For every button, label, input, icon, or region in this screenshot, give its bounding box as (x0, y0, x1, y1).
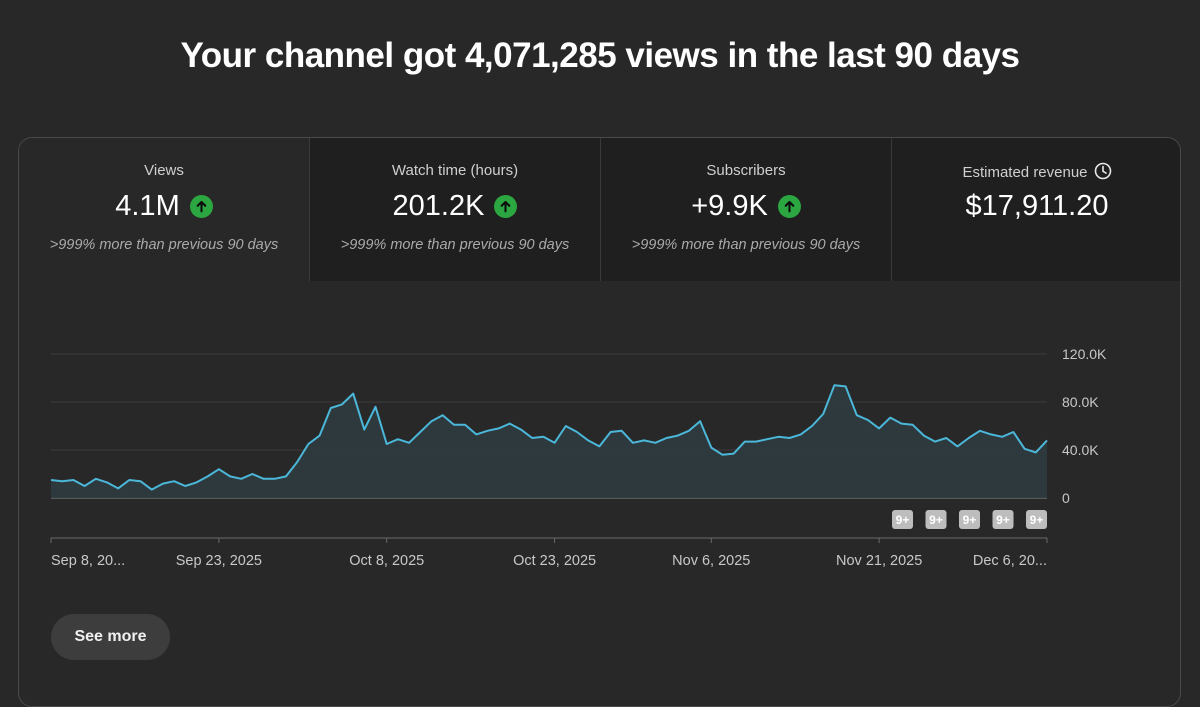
metric-tab-watch-time[interactable]: Watch time (hours) 201.2K >999% more tha… (309, 138, 600, 281)
series-area (51, 385, 1047, 498)
metric-label: Views (144, 162, 184, 179)
y-tick-label: 40.0K (1062, 442, 1099, 458)
event-marker-label: 9+ (929, 513, 943, 527)
metric-tab-subscribers[interactable]: Subscribers +9.9K >999% more than previo… (600, 138, 891, 281)
x-tick-label: Nov 21, 2025 (836, 553, 922, 569)
metric-value: 4.1M (115, 190, 180, 222)
event-marker[interactable] (892, 510, 913, 529)
series-line (50, 384, 1048, 491)
event-marker[interactable] (959, 510, 980, 529)
page-title: Your channel got 4,071,285 views in the … (180, 36, 1021, 75)
clock-icon[interactable] (1094, 162, 1112, 184)
y-tick-label: 120.0K (1062, 346, 1107, 362)
views-chart: 0 40.0K 80.0K 120.0K 9+ 9+ 9+ 9+ 9+ Sep 8, 20... S… (19, 281, 1180, 611)
metric-delta: >999% more than previous 90 days (631, 237, 861, 253)
x-tick-label: Oct 8, 2025 (349, 553, 424, 569)
metric-value: 201.2K (392, 190, 485, 222)
see-more-button[interactable]: See more (51, 614, 170, 660)
x-tick-label: Sep 23, 2025 (176, 553, 262, 569)
analytics-card: Views 4.1M >999% more than previous 90 d… (18, 137, 1181, 707)
metric-label: Watch time (hours) (391, 162, 519, 179)
views-chart-svg: 0 40.0K 80.0K 120.0K 9+ 9+ 9+ 9+ 9+ Sep 8, 20... S… (50, 346, 1107, 569)
event-marker[interactable] (1026, 510, 1047, 529)
metric-label: Estimated revenue (962, 164, 1088, 181)
arrow-up-icon (494, 195, 518, 218)
event-marker-label: 9+ (963, 513, 977, 527)
y-tick-label: 0 (1062, 490, 1070, 506)
arrow-up-icon (189, 195, 213, 218)
x-tick-label: Nov 6, 2025 (672, 553, 750, 569)
metrics-tabs: Views 4.1M >999% more than previous 90 d… (19, 138, 1180, 281)
event-marker-label: 9+ (996, 513, 1010, 527)
metric-delta: >999% more than previous 90 days (340, 237, 570, 253)
metric-tab-revenue[interactable]: Estimated revenue $17,911.20 (891, 138, 1180, 281)
metric-tab-views[interactable]: Views 4.1M >999% more than previous 90 d… (19, 138, 309, 281)
metric-value: $17,911.20 (965, 190, 1109, 222)
x-tick-label: Sep 8, 20... (51, 553, 125, 569)
metric-delta: >999% more than previous 90 days (49, 237, 279, 253)
metric-label: Subscribers (706, 162, 786, 179)
x-tick-label: Oct 23, 2025 (513, 553, 596, 569)
arrow-up-icon (777, 195, 801, 218)
event-marker-label: 9+ (896, 513, 910, 527)
event-marker-label: 9+ (1030, 513, 1044, 527)
metric-value: +9.9K (691, 190, 768, 222)
y-tick-label: 80.0K (1062, 394, 1099, 410)
event-marker[interactable] (925, 510, 947, 529)
x-tick-label: Dec 6, 20... (973, 553, 1047, 569)
event-marker[interactable] (992, 510, 1014, 529)
